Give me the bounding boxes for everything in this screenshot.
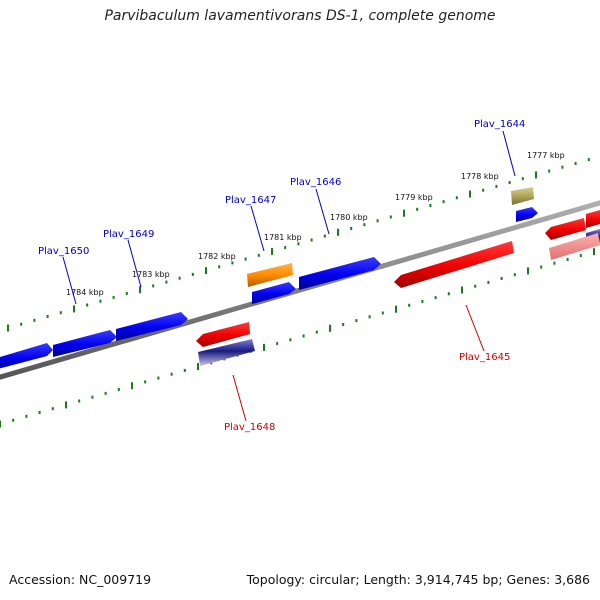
map-title: Parvibaculum lavamentivorans DS-1, compl… <box>104 8 496 24</box>
scale-label-1781: 1781 kbp <box>264 233 302 242</box>
gene-label-plav-1645[interactable]: Plav_1645 <box>459 352 510 363</box>
forward-strand-genes <box>0 187 600 371</box>
scale-label-1780: 1780 kbp <box>330 213 368 222</box>
forward-gene-arrow[interactable] <box>511 187 534 205</box>
scale-label-1784: 1784 kbp <box>66 288 104 297</box>
scale-label-1778: 1778 kbp <box>461 172 499 181</box>
scale-label-1783: 1783 kbp <box>132 270 170 279</box>
connector-plav-1646 <box>315 188 330 235</box>
reverse-strand-genes <box>196 210 600 366</box>
gene-label-plav-1650[interactable]: Plav_1650 <box>38 246 89 257</box>
connector-plav-1648 <box>232 374 247 422</box>
connector-plav-1644 <box>502 130 516 177</box>
connector-plav-1649 <box>127 239 142 288</box>
scale-label-1777: 1777 kbp <box>527 151 565 160</box>
reverse-gene-arrow[interactable] <box>198 339 255 366</box>
scale-labels: 1777 kbp 1778 kbp 1779 kbp 1780 kbp 1781… <box>66 151 565 297</box>
scale-ticks <box>0 158 595 428</box>
forward-gene-arrow[interactable] <box>516 207 538 222</box>
forward-gene-arrow[interactable] <box>252 282 296 304</box>
reverse-gene-arrow[interactable] <box>545 218 586 240</box>
connector-plav-1650 <box>62 256 77 305</box>
forward-gene-arrow[interactable] <box>247 263 293 287</box>
gene-label-plav-1649[interactable]: Plav_1649 <box>103 229 154 240</box>
forward-gene-arrow[interactable] <box>0 343 53 371</box>
scale-label-1779: 1779 kbp <box>395 193 433 202</box>
reverse-gene-arrow[interactable] <box>394 241 514 288</box>
gene-label-plav-1647[interactable]: Plav_1647 <box>225 195 276 206</box>
scale-label-1782: 1782 kbp <box>198 252 236 261</box>
reverse-gene-arrow[interactable] <box>586 210 600 228</box>
gene-labels: Plav_1644 Plav_1645 Plav_1646 Plav_1647 … <box>38 119 525 433</box>
forward-gene-arrow[interactable] <box>299 257 381 290</box>
accession-text: Accession: NC_009719 <box>9 572 152 587</box>
reverse-gene-arrow[interactable] <box>549 233 600 260</box>
gene-label-plav-1648[interactable]: Plav_1648 <box>224 422 275 433</box>
forward-gene-arrow[interactable] <box>53 330 117 357</box>
topology-text: Topology: circular; Length: 3,914,745 bp… <box>246 572 590 587</box>
gene-label-plav-1644[interactable]: Plav_1644 <box>474 119 525 130</box>
genome-backbone <box>0 200 600 380</box>
connector-plav-1647 <box>250 205 265 252</box>
reverse-gene-arrow[interactable] <box>196 322 250 347</box>
connector-plav-1645 <box>465 304 485 352</box>
forward-gene-arrow[interactable] <box>116 312 188 341</box>
gene-label-plav-1646[interactable]: Plav_1646 <box>290 177 341 188</box>
label-connectors <box>62 130 516 422</box>
